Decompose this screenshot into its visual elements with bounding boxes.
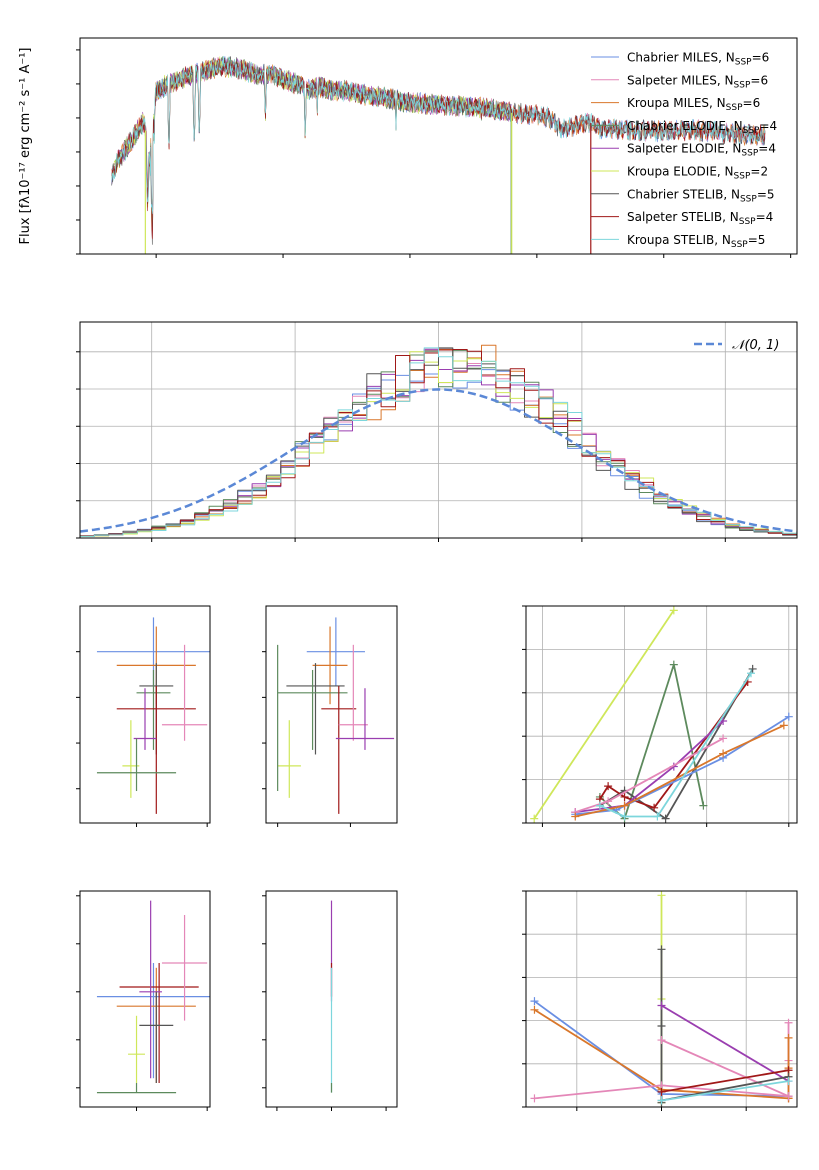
legend-label-kroupa_stelib: Kroupa STELIB, NSSP=5 [627, 233, 765, 250]
legend-label-kroupa_miles: Kroupa MILES, NSSP=6 [627, 96, 760, 113]
legend-label-salpeter_miles: Salpeter MILES, NSSP=6 [627, 73, 768, 90]
panel-5 [522, 605, 798, 827]
series-line-kroupa_stelib [661, 1080, 789, 1102]
point-marker-kroupa_stelib [595, 801, 604, 810]
point-marker-salpeter_miles [604, 797, 613, 806]
point-marker-salpeter_miles [530, 1094, 539, 1103]
point-marker-chabrier_elodie [699, 801, 708, 810]
legend-label-chabrier_miles: Chabrier MILES, NSSP=6 [627, 51, 769, 68]
histogram-kroupa_stelib [80, 347, 797, 538]
point-marker-kroupa_stelib [620, 812, 629, 821]
y-axis-label: Flux [fλ10⁻¹⁷ erg cm⁻² s⁻¹ A⁻¹] [18, 48, 33, 245]
legend-label-salpeter_elodie: Salpeter ELODIE, NSSP=4 [627, 142, 776, 159]
point-marker-salpeter_miles [657, 1036, 666, 1045]
point-marker-salpeter_stelib [604, 782, 613, 791]
panel-1: Flux [fλ10⁻¹⁷ erg cm⁻² s⁻¹ A⁻¹] Chabrier … [18, 37, 798, 258]
point-marker-kroupa_miles [530, 1005, 539, 1014]
point-marker-kroupa_stelib [653, 812, 662, 821]
normal-curve [80, 388, 797, 533]
axes-decoration [262, 605, 398, 827]
point-marker-kroupa_stelib [657, 1096, 666, 1105]
point-marker-salpeter_elodie [657, 1001, 666, 1010]
series-line-salpeter_stelib [599, 681, 749, 809]
point-marker-chabrier_stelib [657, 1022, 666, 1030]
axes-frame [79, 605, 211, 824]
series-line-salpeter_miles [661, 1039, 789, 1098]
point-marker-salpeter_miles [719, 734, 728, 743]
point-marker-chabrier_stelib [748, 664, 757, 673]
axes-frame [79, 890, 211, 1108]
plot-area [530, 606, 793, 823]
plot-area [96, 900, 210, 1094]
axes-decoration [522, 890, 798, 1111]
plot-area [80, 344, 797, 538]
point-marker-kroupa_elodie [657, 891, 666, 900]
point-marker-chabrier_miles [784, 712, 793, 721]
plot-area [530, 891, 793, 1107]
axes-frame [265, 605, 398, 824]
series-line-kroupa_stelib [599, 672, 752, 818]
panel-6 [76, 890, 211, 1111]
panel-7 [262, 890, 398, 1111]
grid [526, 605, 797, 824]
plot-area [96, 617, 210, 814]
point-marker-salpeter_miles [784, 1018, 793, 1027]
point-marker-salpeter_stelib [657, 1087, 666, 1096]
point-marker-kroupa_miles [620, 801, 629, 810]
point-marker-chabrier_miles [530, 997, 539, 1006]
legend-label-normal: 𝒩(0, 1) [732, 338, 779, 353]
legend-label-salpeter_stelib: Salpeter STELIB, NSSP=4 [627, 210, 773, 227]
point-marker-chabrier_stelib [661, 814, 670, 823]
legend-label-kroupa_elodie: Kroupa ELODIE, NSSP=2 [627, 165, 768, 182]
point-marker-kroupa_miles [571, 812, 580, 821]
point-marker-salpeter_stelib [650, 803, 659, 812]
panel-4 [262, 605, 398, 827]
point-marker-kroupa_elodie [669, 606, 678, 615]
legend: Chabrier MILES, NSSP=6 Salpeter MILES, NS… [591, 51, 777, 250]
axes-decoration: Flux [fλ10⁻¹⁷ erg cm⁻² s⁻¹ A⁻¹] Chabrier … [18, 37, 798, 258]
axes-frame [79, 321, 798, 539]
point-marker-kroupa_stelib [784, 1077, 793, 1086]
point-marker-salpeter_miles [784, 1092, 793, 1101]
point-marker-kroupa_stelib [747, 669, 756, 678]
series-line-salpeter_elodie [575, 720, 724, 813]
axes-decoration: 𝒩(0, 1) [76, 321, 798, 542]
plot-area [111, 55, 766, 254]
axes-decoration [76, 890, 211, 1111]
axes-frame [525, 890, 798, 1108]
legend-label-chabrier_stelib: Chabrier STELIB, NSSP=5 [627, 187, 775, 204]
panel-2: 𝒩(0, 1) [76, 321, 798, 542]
panel-8 [522, 890, 798, 1111]
axes-decoration [262, 890, 398, 1111]
point-marker-chabrier_elodie [669, 660, 678, 669]
point-marker-chabrier_stelib [657, 945, 666, 954]
point-marker-kroupa_miles [784, 1033, 793, 1042]
legend-label-chabrier_elodie: Chabrier ELODIE, NSSP=4 [627, 119, 777, 136]
point-marker-kroupa_miles [719, 749, 728, 758]
legend: 𝒩(0, 1) [694, 338, 779, 353]
panel-3 [76, 605, 211, 827]
series-line-kroupa_miles [575, 724, 785, 818]
series-line-chabrier_miles [575, 715, 790, 816]
axes-decoration [76, 605, 211, 827]
axes-frame [79, 37, 798, 255]
point-marker-salpeter_stelib [620, 792, 629, 801]
plot-area [277, 617, 395, 814]
spectrum-kroupa_stelib [111, 55, 766, 214]
axes-frame [265, 890, 398, 1108]
axes-frame [525, 605, 798, 824]
series-line-salpeter_stelib [661, 1069, 789, 1093]
series-line-salpeter_elodie [661, 1004, 789, 1082]
series-line-kroupa_elodie [533, 609, 675, 820]
point-marker-kroupa_elodie [530, 814, 539, 823]
axes-decoration [522, 605, 798, 827]
point-marker-kroupa_miles [779, 721, 788, 730]
